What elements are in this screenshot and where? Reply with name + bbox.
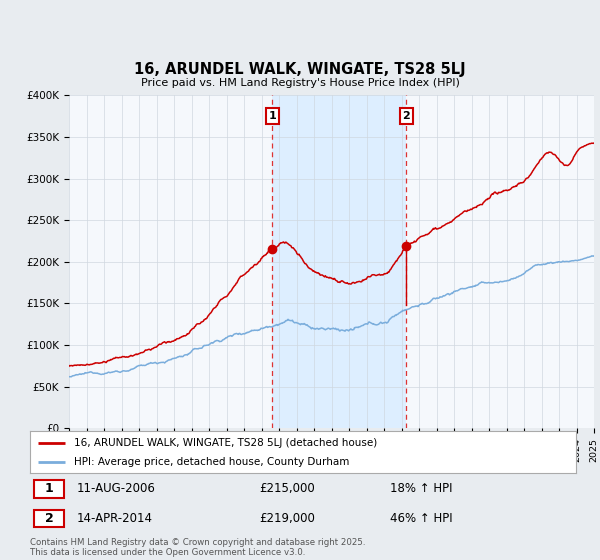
- Text: 46% ↑ HPI: 46% ↑ HPI: [391, 512, 453, 525]
- FancyBboxPatch shape: [34, 510, 64, 527]
- Text: £219,000: £219,000: [259, 512, 315, 525]
- Text: 14-APR-2014: 14-APR-2014: [76, 512, 152, 525]
- Text: 1: 1: [45, 482, 54, 496]
- Text: 18% ↑ HPI: 18% ↑ HPI: [391, 482, 453, 496]
- Text: Price paid vs. HM Land Registry's House Price Index (HPI): Price paid vs. HM Land Registry's House …: [140, 78, 460, 88]
- Text: 2: 2: [45, 512, 54, 525]
- Text: 16, ARUNDEL WALK, WINGATE, TS28 5LJ: 16, ARUNDEL WALK, WINGATE, TS28 5LJ: [134, 62, 466, 77]
- Text: 11-AUG-2006: 11-AUG-2006: [76, 482, 155, 496]
- Text: 2: 2: [403, 111, 410, 121]
- Text: £215,000: £215,000: [259, 482, 315, 496]
- Text: HPI: Average price, detached house, County Durham: HPI: Average price, detached house, Coun…: [74, 457, 349, 467]
- Text: Contains HM Land Registry data © Crown copyright and database right 2025.
This d: Contains HM Land Registry data © Crown c…: [30, 538, 365, 557]
- Bar: [272, 95, 406, 428]
- FancyBboxPatch shape: [34, 480, 64, 498]
- Text: 1: 1: [268, 111, 276, 121]
- Text: 16, ARUNDEL WALK, WINGATE, TS28 5LJ (detached house): 16, ARUNDEL WALK, WINGATE, TS28 5LJ (det…: [74, 437, 377, 447]
